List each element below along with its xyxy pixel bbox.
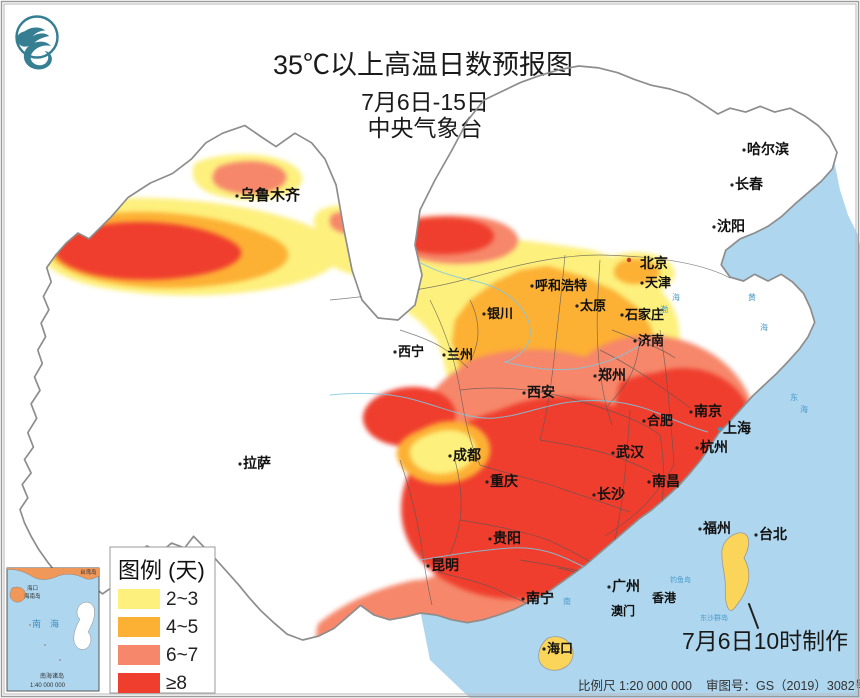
svg-text:上海: 上海 bbox=[723, 420, 751, 436]
svg-text:4~5: 4~5 bbox=[166, 617, 198, 638]
svg-text:东: 东 bbox=[790, 392, 798, 402]
svg-text:成都: 成都 bbox=[453, 447, 481, 463]
svg-text:海口: 海口 bbox=[27, 584, 38, 592]
svg-text:西宁: 西宁 bbox=[398, 344, 424, 359]
svg-text:哈尔滨: 哈尔滨 bbox=[747, 141, 789, 157]
svg-text:中央气象台: 中央气象台 bbox=[368, 115, 483, 141]
svg-text:武汉: 武汉 bbox=[616, 444, 645, 460]
svg-text:南海诸岛: 南海诸岛 bbox=[40, 672, 64, 680]
svg-text:兰州: 兰州 bbox=[447, 347, 473, 362]
svg-text:重庆: 重庆 bbox=[490, 473, 518, 489]
svg-text:香港: 香港 bbox=[651, 590, 677, 605]
svg-text:7月6日10时制作: 7月6日10时制作 bbox=[682, 628, 848, 654]
svg-text:北京: 北京 bbox=[640, 255, 668, 271]
svg-text:郑州: 郑州 bbox=[598, 367, 626, 383]
svg-text:台北: 台北 bbox=[759, 526, 787, 542]
svg-text:福州: 福州 bbox=[702, 520, 731, 536]
svg-text:图例 (天): 图例 (天) bbox=[118, 558, 205, 583]
svg-text:南 海: 南 海 bbox=[32, 618, 59, 629]
svg-text:南昌: 南昌 bbox=[652, 473, 680, 489]
svg-text:东沙群岛: 东沙群岛 bbox=[700, 613, 728, 622]
svg-text:杭州: 杭州 bbox=[700, 439, 728, 455]
svg-text:渤: 渤 bbox=[660, 304, 668, 314]
svg-text:乌鲁木齐: 乌鲁木齐 bbox=[240, 186, 301, 204]
svg-text:6~7: 6~7 bbox=[166, 645, 198, 666]
svg-text:澳门: 澳门 bbox=[611, 603, 635, 618]
svg-text:南: 南 bbox=[563, 596, 571, 606]
svg-text:2~3: 2~3 bbox=[166, 589, 198, 610]
svg-text:沈阳: 沈阳 bbox=[717, 218, 745, 234]
svg-text:广州: 广州 bbox=[612, 578, 640, 594]
svg-text:太原: 太原 bbox=[579, 298, 606, 313]
svg-text:黄: 黄 bbox=[748, 292, 756, 302]
svg-text:昆明: 昆明 bbox=[431, 557, 459, 573]
svg-text:银川: 银川 bbox=[487, 306, 513, 321]
svg-text:海: 海 bbox=[800, 404, 808, 414]
svg-text:海: 海 bbox=[672, 292, 680, 302]
svg-text:35℃以上高温日数预报图: 35℃以上高温日数预报图 bbox=[273, 50, 573, 80]
svg-text:呼和浩特: 呼和浩特 bbox=[535, 278, 587, 293]
svg-text:比例尺 1:20 000 000: 比例尺 1:20 000 000 bbox=[578, 679, 692, 693]
svg-text:南京: 南京 bbox=[694, 403, 722, 419]
svg-text:钓鱼岛: 钓鱼岛 bbox=[670, 575, 691, 584]
svg-text:西安: 西安 bbox=[527, 384, 555, 400]
svg-text:审图号：GS（2019）3082号: 审图号：GS（2019）3082号 bbox=[706, 678, 860, 693]
svg-text:合肥: 合肥 bbox=[647, 413, 673, 428]
svg-text:海南岛: 海南岛 bbox=[24, 592, 41, 600]
svg-text:济南: 济南 bbox=[638, 333, 664, 348]
svg-text:台湾岛: 台湾岛 bbox=[80, 568, 97, 576]
svg-text:7月6日-15日: 7月6日-15日 bbox=[361, 89, 489, 115]
svg-text:天津: 天津 bbox=[645, 275, 671, 290]
svg-text:南宁: 南宁 bbox=[526, 590, 554, 606]
svg-text:拉萨: 拉萨 bbox=[243, 455, 271, 471]
svg-text:海口: 海口 bbox=[547, 641, 573, 656]
svg-text:贵阳: 贵阳 bbox=[493, 530, 521, 546]
svg-text:长沙: 长沙 bbox=[597, 486, 625, 502]
svg-text:石家庄: 石家庄 bbox=[624, 307, 664, 322]
svg-text:≥8: ≥8 bbox=[166, 673, 187, 694]
svg-text:1:40 000 000: 1:40 000 000 bbox=[30, 683, 66, 689]
svg-text:海: 海 bbox=[760, 322, 768, 332]
svg-text:长春: 长春 bbox=[735, 176, 764, 192]
